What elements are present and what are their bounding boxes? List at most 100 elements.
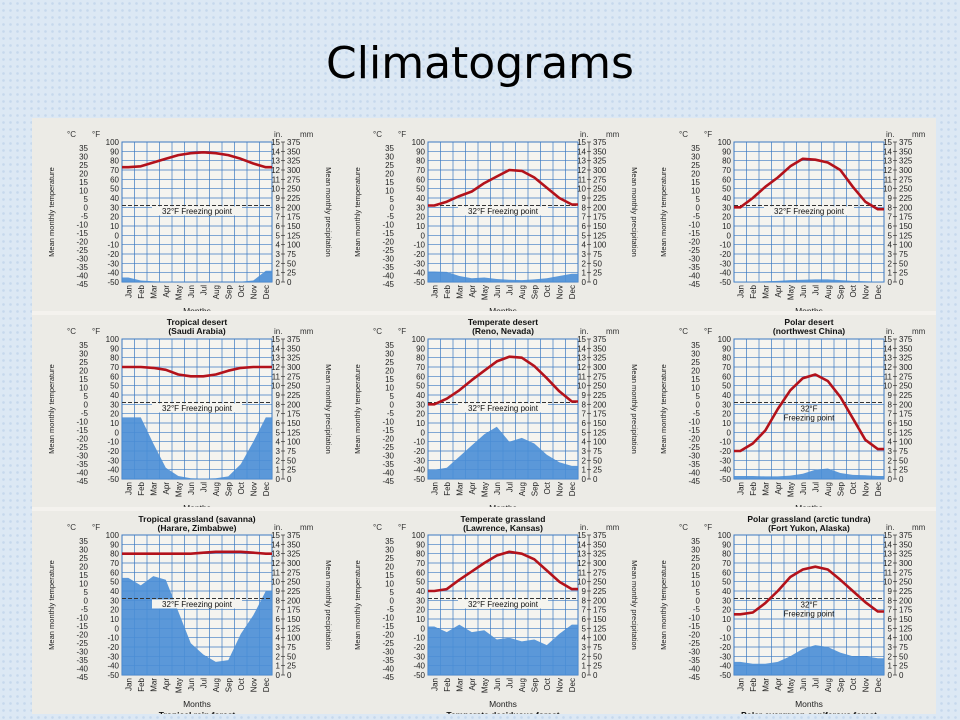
tick-label-mm: 225 — [287, 194, 301, 203]
month-label: Apr — [468, 678, 477, 691]
tick-label-fahrenheit: 0 — [727, 428, 732, 437]
month-label: Aug — [824, 678, 833, 692]
tick-label-fahrenheit: -50 — [413, 278, 425, 287]
tick-label-inches: 11 — [578, 175, 587, 184]
tick-label-celsius: -5 — [81, 605, 89, 614]
month-label: Aug — [212, 482, 221, 496]
tick-label-inches: 10 — [883, 382, 892, 391]
tick-label-mm: 75 — [593, 643, 602, 652]
tick-label-celsius: -25 — [688, 443, 700, 452]
temperature-line — [428, 550, 578, 593]
tick-label-inches: 13 — [577, 157, 586, 166]
month-label: Mar — [149, 678, 158, 692]
tick-label-inches: 13 — [883, 157, 892, 166]
tick-label-mm: 100 — [593, 634, 607, 643]
tick-label-inches: 2 — [582, 259, 587, 268]
x-axis-label: Months — [489, 699, 517, 709]
tick-label-mm: 175 — [899, 606, 913, 615]
month-label: Nov — [861, 482, 870, 496]
tick-label-mm: 125 — [593, 231, 607, 240]
tick-label-mm: 175 — [899, 410, 913, 419]
month-label: Mar — [455, 482, 464, 496]
tick-label-inches: 12 — [271, 559, 280, 568]
tick-label-fahrenheit: 80 — [416, 157, 425, 166]
tick-label-celsius: 15 — [79, 178, 88, 187]
tick-label-fahrenheit: 70 — [416, 363, 425, 372]
tick-label-mm: 275 — [287, 175, 301, 184]
tick-label-celsius: 15 — [385, 375, 394, 384]
tick-label-celsius: -15 — [76, 229, 88, 238]
tick-label-fahrenheit: 40 — [416, 391, 425, 400]
tick-label-inches: 5 — [888, 428, 893, 437]
tick-label-inches: 9 — [276, 194, 281, 203]
tick-label-celsius: 5 — [84, 392, 89, 401]
biome-title: Temperate deciduous forest — [446, 710, 559, 714]
month-label: May — [174, 482, 183, 497]
tick-label-mm: 275 — [899, 175, 913, 184]
tick-label-fahrenheit: -10 — [107, 634, 119, 643]
tick-label-celsius: -20 — [76, 238, 88, 247]
tick-label-celsius: -10 — [76, 221, 88, 230]
tick-label-inches: 7 — [888, 213, 893, 222]
tick-label-mm: 225 — [287, 587, 301, 596]
tick-label-inches: 9 — [888, 194, 893, 203]
tick-label-inches: 4 — [888, 241, 893, 250]
tick-label-inches: 6 — [888, 419, 893, 428]
tick-label-celsius: 20 — [385, 563, 394, 572]
tick-label-inches: 14 — [271, 344, 280, 353]
tick-label-celsius: -20 — [382, 238, 394, 247]
tick-label-fahrenheit: -30 — [719, 652, 731, 661]
row-divider — [32, 311, 936, 315]
month-label: Apr — [774, 285, 783, 298]
month-label: Jun — [493, 482, 502, 495]
month-label: Jul — [505, 678, 514, 688]
tick-label-fahrenheit: 90 — [722, 147, 731, 156]
month-label: May — [174, 285, 183, 300]
tick-label-inches: 4 — [888, 634, 893, 643]
unit-fahrenheit: °F — [398, 523, 406, 532]
tick-label-mm: 150 — [593, 615, 607, 624]
y-axis-label-precipitation: Mean monthly precipitation — [630, 560, 639, 650]
freezing-label-bg — [764, 206, 854, 216]
tick-label-mm: 75 — [287, 447, 296, 456]
tick-label-celsius: 30 — [79, 153, 88, 162]
tick-label-celsius: -10 — [688, 614, 700, 623]
tick-label-fahrenheit: 60 — [722, 568, 731, 577]
tick-label-mm: 325 — [593, 157, 607, 166]
unit-fahrenheit: °F — [92, 523, 100, 532]
month-label: Jan — [736, 482, 745, 495]
tick-label-fahrenheit: 70 — [722, 166, 731, 175]
month-label: Oct — [849, 677, 858, 690]
tick-label-mm: 200 — [593, 596, 607, 605]
tick-label-inches: 14 — [883, 344, 892, 353]
tick-label-mm: 375 — [287, 335, 301, 344]
unit-mm: mm — [606, 523, 620, 532]
tick-label-mm: 350 — [287, 540, 301, 549]
tick-label-fahrenheit: 40 — [722, 194, 731, 203]
tick-label-mm: 150 — [593, 419, 607, 428]
tick-label-mm: 75 — [593, 447, 602, 456]
tick-label-mm: 175 — [899, 213, 913, 222]
tick-label-inches: 10 — [271, 578, 280, 587]
month-label: Jul — [811, 678, 820, 688]
month-label: May — [480, 285, 489, 300]
month-label: Mar — [455, 678, 464, 692]
tick-label-inches: 12 — [577, 363, 586, 372]
tick-label-mm: 100 — [899, 241, 913, 250]
unit-mm: mm — [912, 130, 926, 139]
tick-label-fahrenheit: 80 — [722, 550, 731, 559]
month-label: Feb — [137, 284, 146, 298]
tick-label-celsius: 15 — [691, 571, 700, 580]
tick-label-celsius: -45 — [76, 673, 88, 682]
tick-label-celsius: -25 — [76, 246, 88, 255]
tick-label-fahrenheit: 70 — [110, 166, 119, 175]
tick-label-inches: 2 — [888, 652, 893, 661]
tick-label-inches: 14 — [883, 540, 892, 549]
unit-fahrenheit: °F — [704, 327, 712, 336]
tick-label-fahrenheit: 0 — [421, 231, 426, 240]
tick-label-celsius: 15 — [79, 375, 88, 384]
month-label: Apr — [162, 482, 171, 495]
month-label: May — [174, 678, 183, 693]
tick-label-mm: 125 — [287, 231, 301, 240]
month-label: Apr — [468, 482, 477, 495]
